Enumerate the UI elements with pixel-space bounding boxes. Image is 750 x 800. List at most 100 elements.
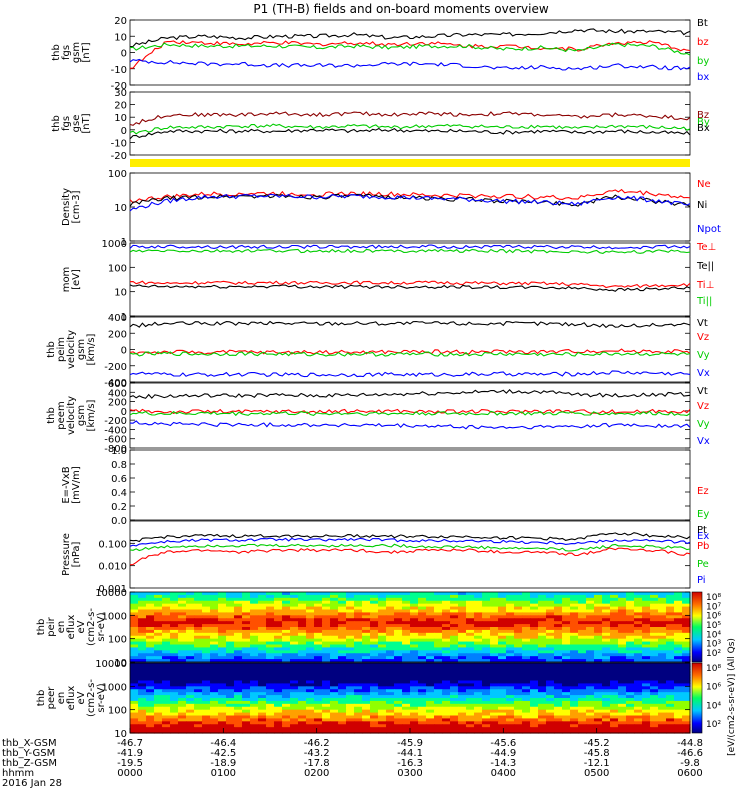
spectrogram-cell (138, 712, 147, 717)
spectrogram-cell (426, 609, 435, 614)
spectrogram-cell (250, 647, 259, 651)
spectrogram-cell (602, 663, 611, 667)
spectrogram-cell (322, 600, 331, 605)
spectrogram-cell (578, 653, 587, 657)
spectrogram-cell (530, 706, 539, 711)
spectrogram-cell (218, 712, 227, 717)
spectrogram-cell (522, 665, 531, 670)
spectrogram-cell (234, 727, 243, 731)
y-axis-label-line: fgs (61, 116, 72, 131)
spectrogram-cell (642, 609, 651, 614)
spectrogram-cell (634, 597, 643, 602)
spectrogram-cell (338, 621, 347, 625)
spectrogram-cell (290, 638, 299, 643)
spectrogram-cell (674, 606, 683, 611)
spectrogram-cell (586, 647, 595, 651)
spectrogram-cell (442, 727, 451, 731)
spectrogram-cell (370, 650, 379, 654)
spectrogram-cell (602, 671, 611, 676)
spectrogram-cell (362, 689, 371, 693)
spectrogram-cell (266, 597, 275, 602)
spectrogram-cell (138, 680, 147, 685)
spectrogram-cell (250, 730, 259, 734)
spectrogram-cell (314, 663, 323, 667)
spectrogram-cell (338, 629, 347, 634)
spectrogram-cell (594, 718, 603, 722)
spectrogram-cell (610, 668, 619, 673)
spectrogram-cell (178, 629, 187, 634)
spectrogram-cell (530, 609, 539, 614)
spectrogram-cell (354, 612, 363, 616)
spectrogram-cell (242, 680, 251, 685)
spectrogram-cell (546, 656, 555, 660)
spectrogram-cell (378, 730, 387, 734)
y-axis-label-line: [nT] (81, 113, 92, 133)
spectrogram-cell (642, 592, 651, 596)
spectrogram-cell (498, 638, 507, 643)
spectrogram-cell (394, 663, 403, 667)
spectrogram-cell (618, 624, 627, 628)
spectrogram-cell (282, 612, 291, 616)
spectrogram-cell (290, 632, 299, 637)
spectrogram-cell (402, 677, 411, 682)
spectrogram-cell (146, 650, 155, 654)
spectrogram-cell (442, 695, 451, 699)
spectrogram-cell (650, 706, 659, 711)
spectrogram-cell (674, 695, 683, 699)
quality-flag-bar (130, 159, 690, 167)
spectrogram-cell (338, 603, 347, 608)
spectrogram-cell (466, 638, 475, 643)
spectrogram-cell (202, 644, 211, 649)
spectrogram-cell (314, 674, 323, 679)
spectrogram-cell (594, 683, 603, 687)
spectrogram-cell (386, 656, 395, 660)
spectrogram-cell (458, 721, 467, 725)
legend-entry: Vy (697, 419, 710, 430)
spectrogram-cell (522, 686, 531, 690)
spectrogram-cell (490, 730, 499, 734)
x-axis-row-label: thb_Z-GSM (2, 758, 57, 769)
spectrogram-cell (154, 665, 163, 670)
spectrogram-cell (610, 663, 619, 667)
spectrogram-cell (386, 635, 395, 640)
spectrogram-cell (202, 650, 211, 654)
spectrogram-cell (626, 665, 635, 670)
spectrogram-cell (362, 647, 371, 651)
spectrogram-cell (306, 689, 315, 693)
spectrogram-cell (370, 659, 379, 663)
spectrogram-cell (186, 659, 195, 663)
spectrogram-cell (658, 680, 667, 685)
spectrogram-cell (538, 715, 547, 720)
spectrogram-cell (194, 621, 203, 625)
spectrogram-cell (210, 612, 219, 616)
spectrogram-cell (138, 632, 147, 637)
spectrogram-cell (258, 618, 267, 622)
spectrogram-cell (618, 680, 627, 685)
spectrogram-cell (186, 692, 195, 696)
spectrogram-cell (618, 709, 627, 714)
spectrogram-cell (370, 692, 379, 696)
spectrogram-cell (562, 650, 571, 654)
spectrogram-cell (522, 715, 531, 720)
spectrogram-cell (498, 668, 507, 673)
spectrogram-cell (210, 727, 219, 731)
spectrogram-cell (290, 683, 299, 687)
spectrogram-cell (658, 624, 667, 628)
spectrogram-cell (186, 712, 195, 717)
spectrogram-cell (298, 712, 307, 717)
spectrogram-cell (170, 686, 179, 690)
spectrogram-cell (250, 650, 259, 654)
spectrogram-cell (234, 698, 243, 702)
spectrogram-cell (154, 606, 163, 611)
spectrogram-cell (642, 603, 651, 608)
spectrogram-cell (250, 674, 259, 679)
x-tick-label: 0500 (584, 768, 609, 779)
spectrogram-cell (170, 730, 179, 734)
spectrogram-cell (290, 653, 299, 657)
spectrogram-cell (298, 592, 307, 596)
spectrogram-cell (634, 629, 643, 634)
spectrogram-cell (242, 606, 251, 611)
spectrogram-cell (162, 677, 171, 682)
spectrogram-cell (666, 671, 675, 676)
spectrogram-cell (370, 618, 379, 622)
